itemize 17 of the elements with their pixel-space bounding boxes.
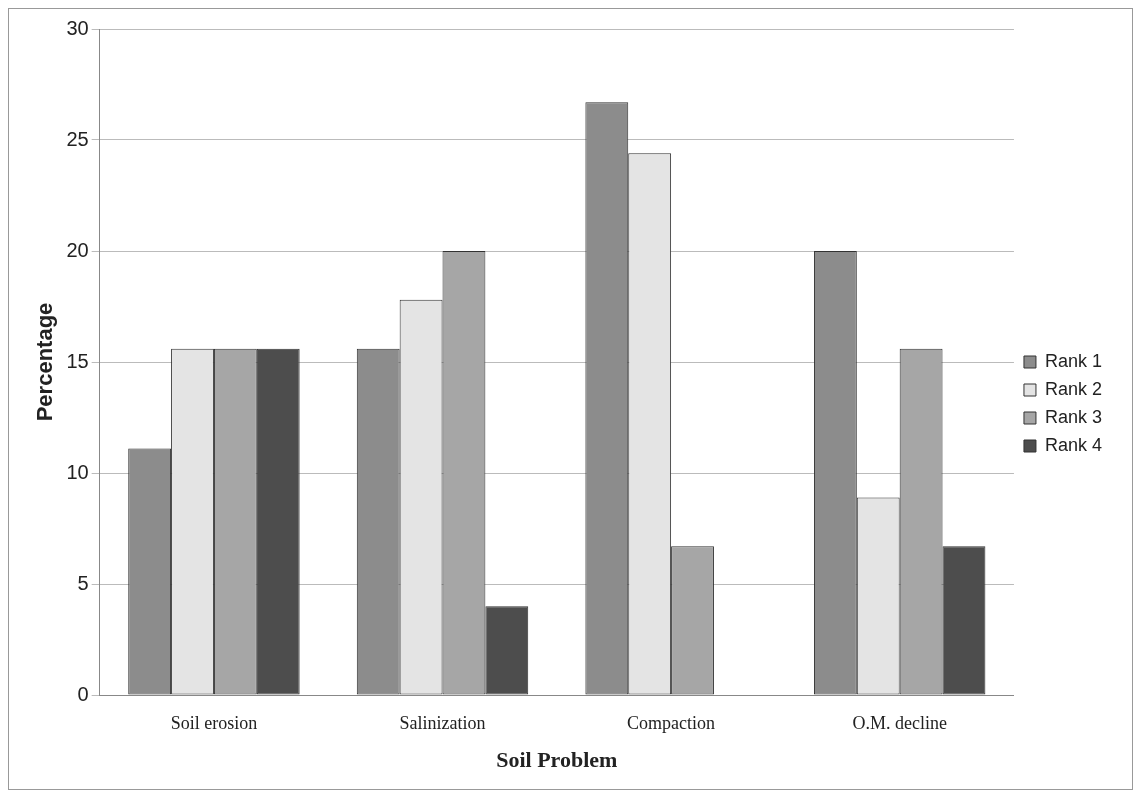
- legend-label: Rank 4: [1044, 434, 1103, 455]
- y-tick-label: 10: [66, 460, 89, 483]
- y-axis-title: Percentage: [32, 302, 58, 422]
- y-tick-label: 5: [77, 571, 89, 594]
- y-tick-label: 20: [66, 238, 89, 261]
- x-tick-label: Compaction: [627, 712, 716, 733]
- y-tick-label: 25: [66, 127, 89, 150]
- x-tick-label: Soil erosion: [170, 712, 258, 733]
- x-tick-label: Salinization: [399, 712, 486, 733]
- y-tick-label: 30: [66, 16, 89, 39]
- legend-label: Rank 3: [1044, 406, 1103, 427]
- legend-label: Rank 2: [1044, 378, 1103, 399]
- x-tick-label: O.M. decline: [852, 712, 947, 733]
- legend-label: Rank 1: [1044, 350, 1103, 371]
- y-tick-label: 15: [66, 349, 89, 372]
- x-axis-title: Soil Problem: [496, 747, 618, 773]
- y-tick-label: 0: [77, 682, 89, 705]
